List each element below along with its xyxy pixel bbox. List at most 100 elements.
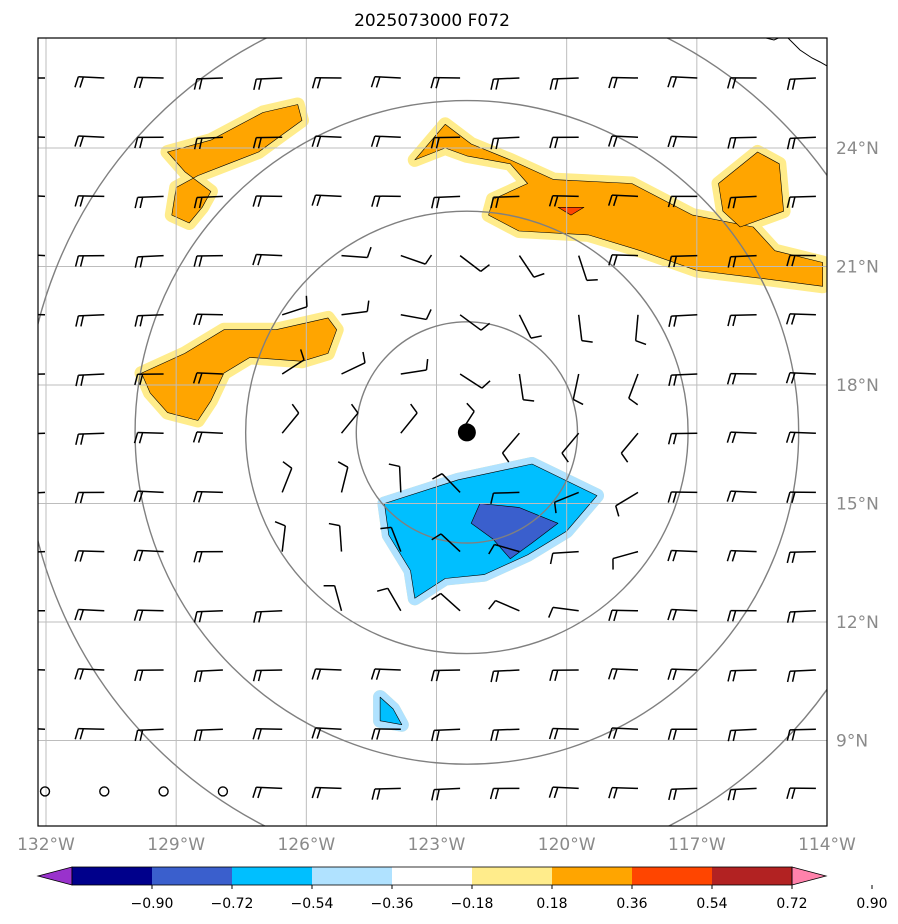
barb-flag: [366, 246, 372, 258]
wind-barb: [667, 135, 698, 148]
wind-barb: [548, 786, 579, 799]
colorbar-extend-low: [36, 866, 73, 886]
barb-flag: [549, 78, 554, 90]
barb-shaft: [400, 314, 427, 321]
wind-barb: [490, 195, 520, 209]
barb-flag: [727, 789, 732, 801]
barb-flag: [197, 372, 203, 384]
barb-shaft: [375, 848, 401, 849]
barb-flag: [495, 670, 500, 682]
wind-barb: [548, 606, 579, 618]
barb-flag: [732, 789, 737, 801]
barb-flag: [791, 78, 796, 90]
barb-shaft: [789, 431, 816, 434]
barb-flag: [731, 77, 737, 89]
barb-shaft: [315, 135, 342, 138]
barb-flag: [305, 295, 308, 307]
lat-tick-label: 21°N: [836, 258, 879, 278]
barb-flag: [727, 256, 732, 268]
wind-barb: [341, 300, 370, 316]
barb-flag: [731, 432, 737, 444]
lat-tick-label: 9°N: [836, 732, 868, 752]
barb-shaft: [137, 728, 164, 731]
wind-barb: [553, 491, 579, 514]
barb-flag: [435, 670, 440, 682]
barb-shaft: [38, 550, 46, 553]
barb-flag: [436, 197, 440, 209]
barb-shaft: [611, 254, 639, 257]
barb-flag: [198, 729, 203, 741]
barb-flag: [431, 730, 435, 742]
wind-barb: [311, 727, 342, 739]
barb-flag: [786, 671, 791, 683]
barb-flag: [489, 788, 495, 800]
wind-barb: [133, 431, 164, 444]
barb-flag: [134, 315, 139, 327]
barb-flag: [139, 256, 144, 268]
barb-flag: [667, 609, 673, 621]
barb-flag: [549, 137, 554, 149]
wind-barb: [328, 522, 343, 552]
barb-shaft: [731, 848, 757, 849]
lon-tick-label: 129°W: [147, 835, 205, 855]
barb-flag: [198, 551, 203, 563]
wind-barb: [607, 668, 639, 680]
barb-shaft: [611, 609, 639, 612]
barb-shaft: [38, 491, 46, 494]
barb-flag: [612, 668, 618, 680]
barb-flag: [257, 728, 262, 740]
wind-barb: [252, 253, 283, 266]
lon-tick-label: 117°W: [668, 835, 726, 855]
barb-flag: [134, 374, 139, 386]
barb-shaft: [518, 255, 535, 278]
barb-shaft: [78, 432, 105, 435]
barb-shaft: [572, 373, 580, 400]
barb-flag: [727, 730, 732, 742]
wind-barb: [76, 848, 104, 860]
latitude-tick-labels: 24°N 21°N 18°N 15°N 12°N 9°N: [836, 139, 879, 752]
barb-shaft: [38, 669, 46, 671]
wind-barb: [628, 373, 639, 406]
colorbar-outline: [71, 866, 793, 886]
wind-barb: [488, 599, 520, 612]
barb-flag: [608, 77, 613, 89]
barb-shaft: [315, 668, 342, 671]
wind-barb: [727, 314, 757, 327]
barb-flag: [672, 729, 678, 741]
wind-barb: [786, 136, 816, 150]
barb-flag: [786, 611, 791, 623]
wind-barb: [370, 75, 401, 88]
barb-flag: [328, 522, 340, 527]
barb-flag: [133, 77, 139, 89]
wind-barb: [193, 728, 223, 742]
colorbar-tick-label: 0.72: [776, 896, 807, 912]
coastline: [765, 38, 827, 67]
wind-barb: [667, 549, 698, 562]
barb-flag: [425, 309, 432, 320]
wind-barb: [607, 135, 639, 147]
barb-flag: [81, 848, 83, 859]
barb-flag: [672, 609, 678, 621]
barb-shaft: [338, 525, 343, 552]
wind-barb: [371, 787, 401, 800]
barb-flag: [431, 789, 435, 801]
barb-flag: [672, 669, 678, 681]
barb-flag: [790, 372, 796, 384]
storm-center-marker: [457, 423, 476, 442]
wind-barb: [311, 668, 342, 680]
wind-barb: [134, 136, 164, 149]
wind-barb: [388, 463, 402, 493]
barb-flag: [198, 314, 203, 326]
barb-flag: [480, 264, 490, 272]
barb-flag: [366, 300, 370, 312]
colorbar-tick-label: 0.36: [616, 896, 647, 912]
barb-flag: [613, 610, 618, 622]
barb-flag: [133, 609, 139, 621]
barb-flag: [490, 671, 495, 683]
barb-flag: [74, 550, 80, 562]
barb-flag: [786, 196, 791, 208]
barb-flag: [74, 195, 80, 207]
barb-flag: [311, 77, 317, 89]
wind-barb: [38, 254, 46, 257]
wind-barb: [134, 728, 164, 742]
